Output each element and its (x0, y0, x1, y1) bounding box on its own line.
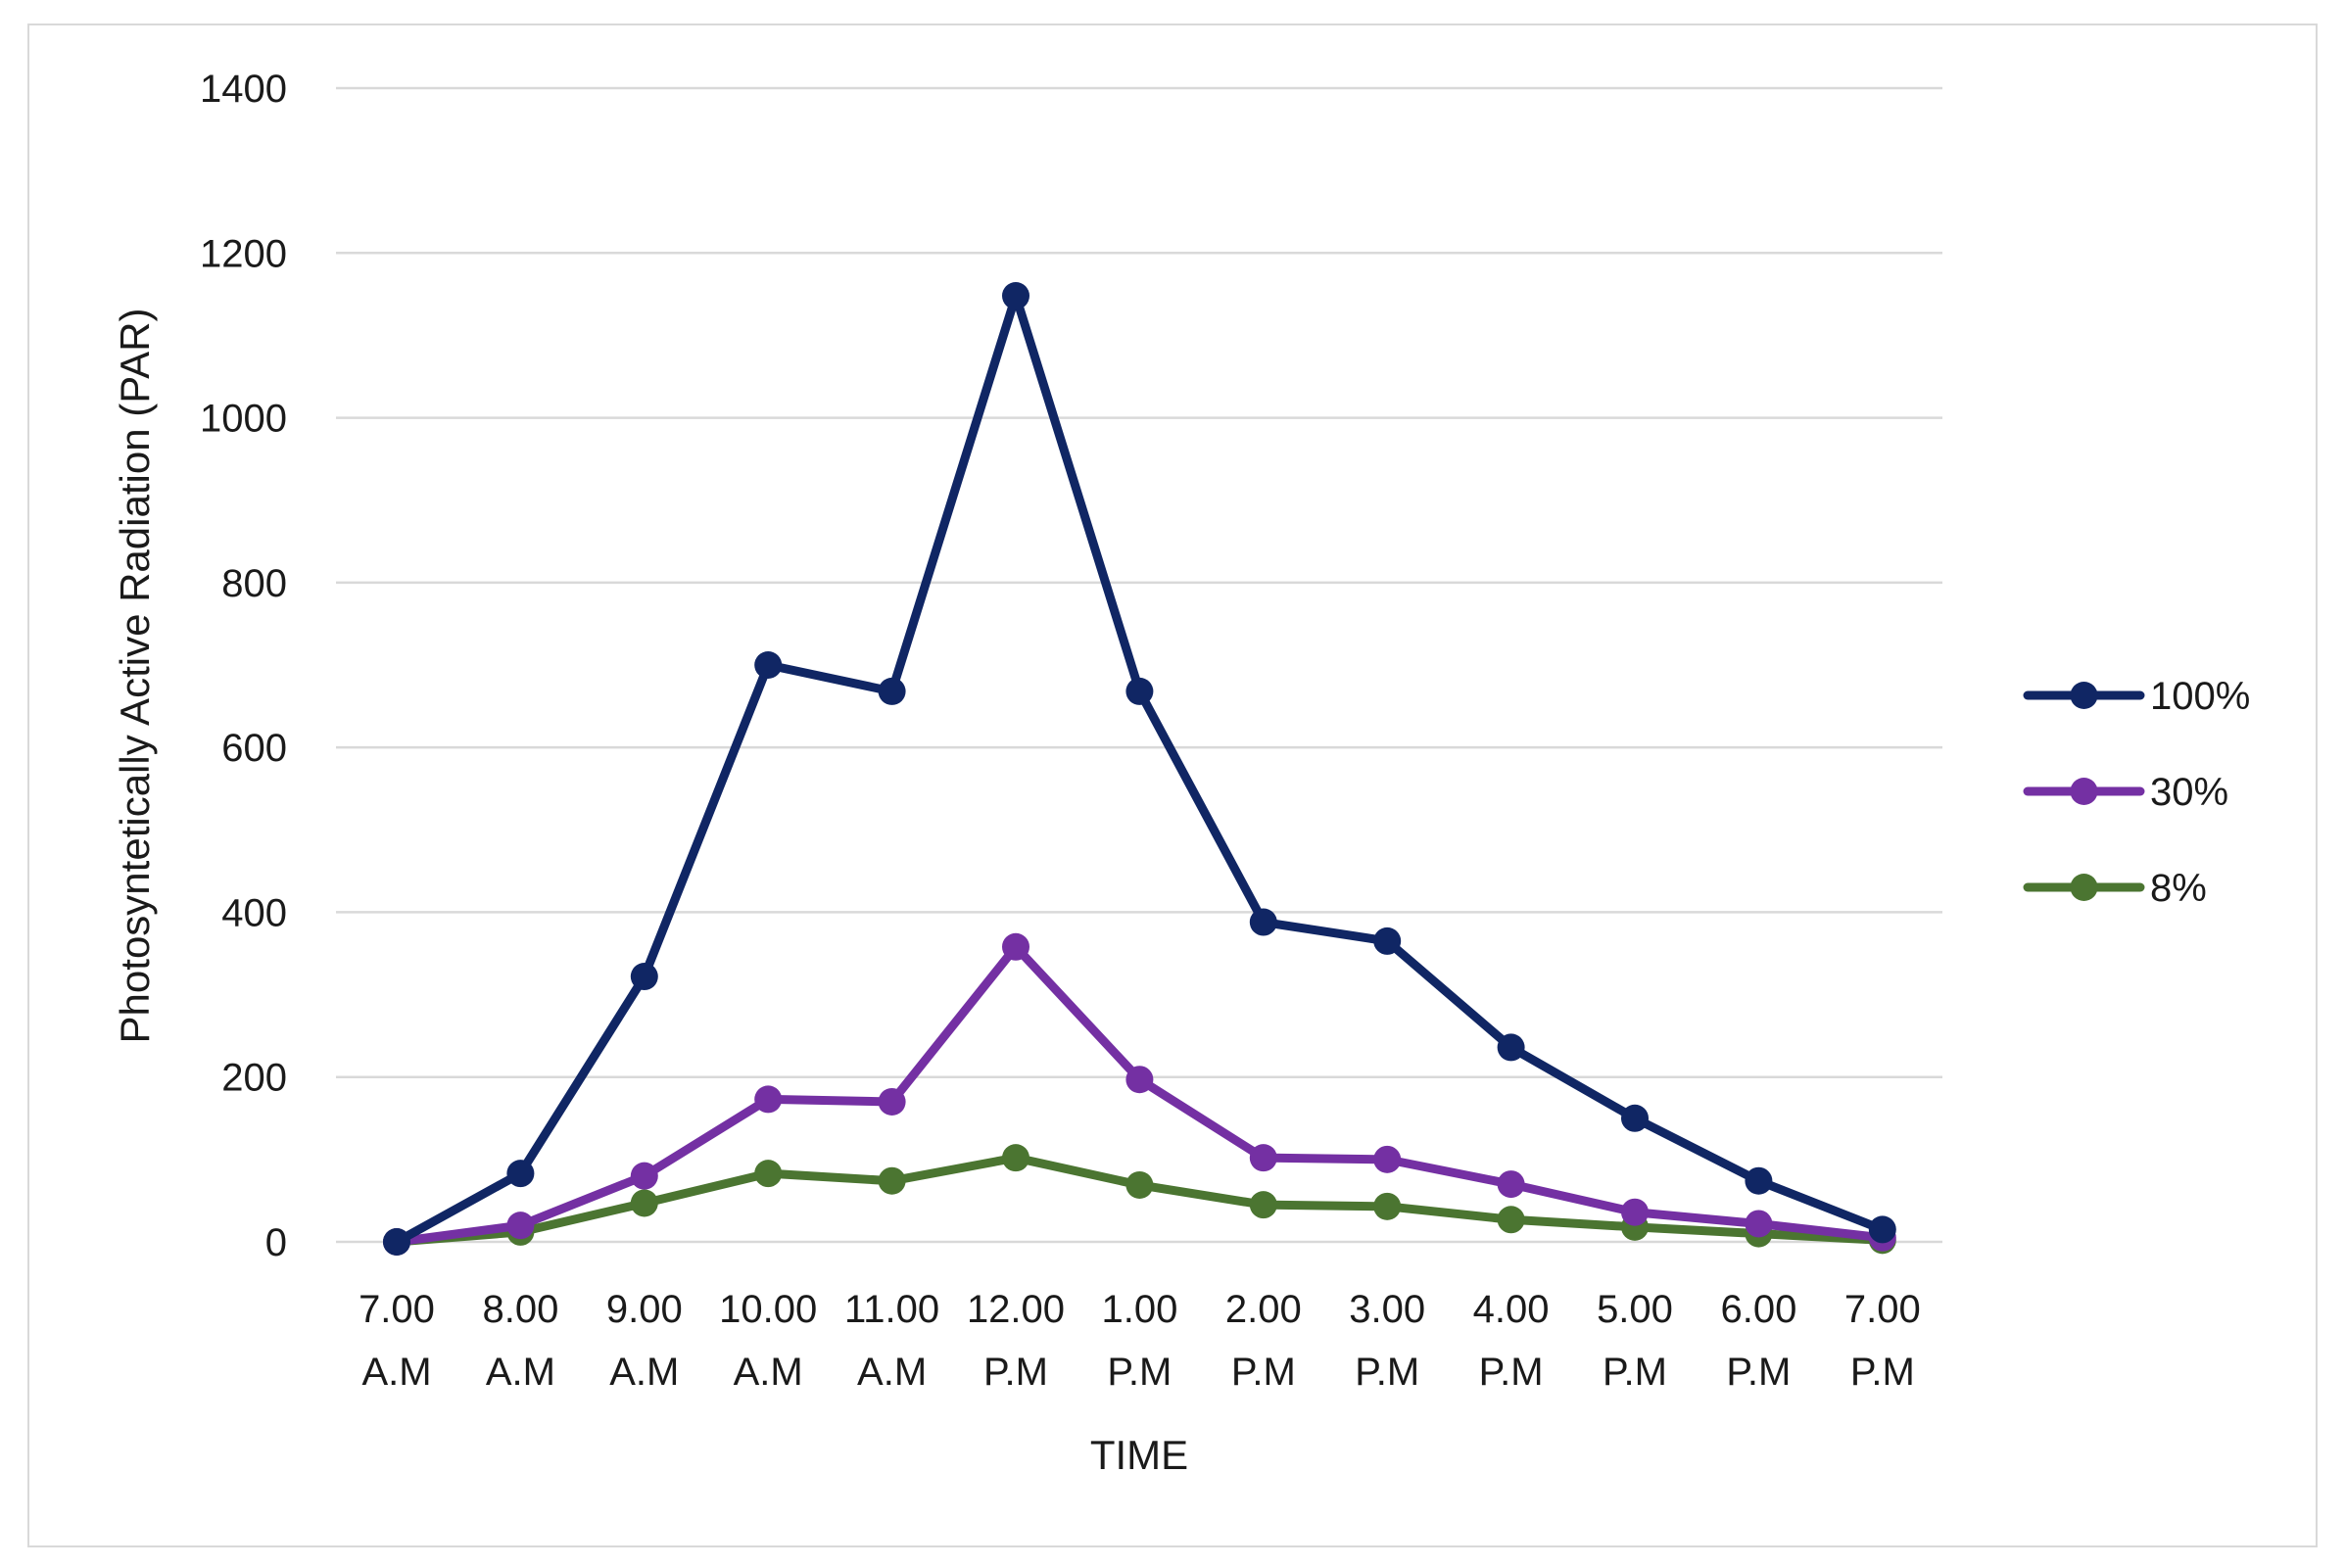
data-point (878, 1166, 906, 1195)
x-tick-label: 9.00 (606, 1288, 683, 1331)
data-point (1497, 1033, 1525, 1062)
data-point (878, 1087, 906, 1116)
x-tick-label: 2.00 (1225, 1288, 1302, 1331)
y-tick-label: 200 (221, 1057, 287, 1100)
x-tick-label-period: P.M (1603, 1351, 1667, 1394)
y-axis-title: Photosyntetically Active Radiation (PAR) (112, 309, 158, 1044)
x-tick-label-period: A.M (857, 1351, 927, 1394)
data-point (878, 677, 906, 705)
legend-label: 8% (2150, 867, 2207, 910)
series-line (392, 291, 1888, 1247)
x-tick-label: 10.00 (719, 1288, 817, 1331)
data-point (1497, 1206, 1525, 1234)
data-point (506, 1160, 535, 1188)
data-point (754, 1085, 783, 1114)
data-point (630, 1162, 658, 1190)
data-point (1373, 927, 1402, 955)
gridlines (336, 86, 1942, 1244)
legend-item: 8% (2023, 867, 2207, 910)
x-tick-label-period: A.M (734, 1351, 803, 1394)
data-point (383, 1228, 410, 1256)
x-tick-label-period: A.M (609, 1351, 679, 1394)
data-point (1249, 1191, 1277, 1219)
x-tick-label-period: P.M (1850, 1351, 1915, 1394)
y-tick-label: 400 (221, 891, 287, 934)
x-tick-label-period: P.M (1231, 1351, 1296, 1394)
data-point (754, 651, 783, 679)
y-tick-label: 600 (221, 727, 287, 770)
data-point (1249, 908, 1277, 936)
x-tick-label-period: P.M (1355, 1351, 1419, 1394)
legend-marker (2070, 874, 2098, 901)
y-tick-label: 1200 (200, 232, 287, 275)
x-tick-label: 4.00 (1473, 1288, 1550, 1331)
series-100-percent (383, 282, 1896, 1256)
y-tick-label: 1400 (200, 68, 287, 111)
data-point (1373, 1192, 1402, 1220)
series-lines (383, 282, 1896, 1256)
data-point (1621, 1198, 1649, 1226)
x-tick-label: 1.00 (1101, 1288, 1177, 1331)
legend-item: 30% (2023, 771, 2228, 814)
chart-frame (27, 24, 2318, 1547)
legend-label: 100% (2150, 675, 2250, 718)
legend-label: 30% (2150, 771, 2228, 814)
x-tick-label: 11.00 (844, 1288, 939, 1331)
data-point (506, 1212, 535, 1240)
y-tick-label: 0 (265, 1221, 287, 1264)
x-tick-label-period: P.M (1726, 1351, 1791, 1394)
x-tick-label-period: P.M (983, 1351, 1048, 1394)
data-point (1002, 282, 1029, 310)
y-axis-ticks: 0 200 400 600 800 1000 1200 1400 (200, 68, 287, 1264)
data-point (1497, 1170, 1525, 1199)
data-point (1125, 1066, 1154, 1094)
x-tick-label-period: P.M (1107, 1351, 1172, 1394)
data-point (630, 963, 658, 991)
x-axis-title: TIME (1090, 1432, 1188, 1478)
data-point (630, 1189, 658, 1217)
x-tick-label: 12.00 (967, 1288, 1065, 1331)
x-tick-label-period: P.M (1479, 1351, 1544, 1394)
legend-item: 100% (2023, 675, 2250, 718)
legend: 100% 30% 8% (2023, 675, 2250, 910)
data-point (1621, 1104, 1649, 1132)
data-point (1745, 1166, 1773, 1195)
data-point (1002, 932, 1029, 961)
x-tick-label-period: A.M (361, 1351, 431, 1394)
x-tick-label: 3.00 (1349, 1288, 1425, 1331)
x-tick-label: 5.00 (1597, 1288, 1673, 1331)
data-point (1373, 1145, 1402, 1173)
x-axis-ticks: 7.00 A.M 8.00 A.M 9.00 A.M 10.00 A.M 11.00 A.M 12.… (359, 1288, 1921, 1394)
data-point (1745, 1210, 1773, 1238)
legend-marker (2070, 778, 2098, 805)
x-tick-label: 7.00 (1844, 1288, 1921, 1331)
series-line (392, 1153, 1888, 1247)
x-tick-label: 7.00 (359, 1288, 435, 1331)
data-point (1868, 1215, 1896, 1244)
data-point (1125, 677, 1154, 705)
x-tick-label: 8.00 (482, 1288, 558, 1331)
y-tick-label: 1000 (200, 398, 287, 441)
data-point (754, 1160, 783, 1188)
data-point (1125, 1170, 1154, 1199)
x-tick-label-period: A.M (486, 1351, 555, 1394)
data-point (1002, 1144, 1029, 1172)
legend-marker (2070, 682, 2098, 709)
x-tick-label: 6.00 (1720, 1288, 1796, 1331)
y-tick-label: 800 (221, 562, 287, 605)
series-8-percent (383, 1144, 1896, 1256)
data-point (1249, 1144, 1277, 1172)
